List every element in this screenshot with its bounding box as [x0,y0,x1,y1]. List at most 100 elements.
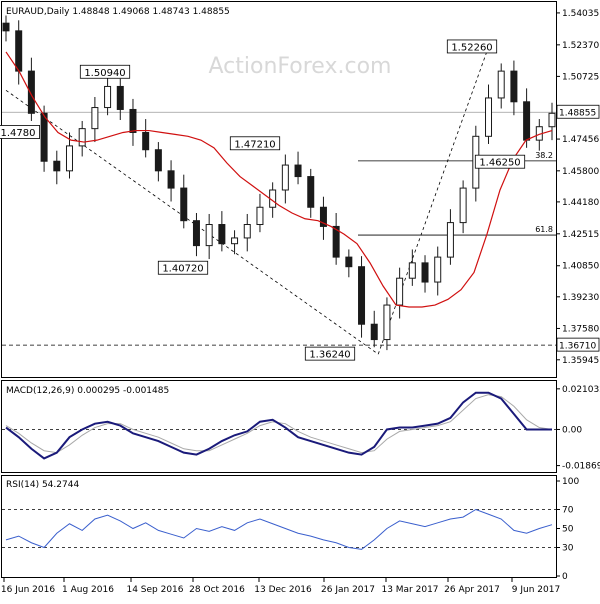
candle-body [218,224,226,245]
candle-body [243,224,251,239]
candle-body [459,187,467,224]
price-annotation: 1.50940 [84,68,125,79]
trendline-up [377,46,489,355]
price-y-tick-label: 1.42515 [562,230,599,240]
price-annotation: 1.36240 [309,350,350,361]
price-chart-title: EURAUD,Daily 1.48848 1.49068 1.48743 1.4… [6,7,230,17]
x-axis-tick-label: 26 Jan 2017 [321,585,375,595]
price-annotation: 1.4780 [1,128,36,139]
candle-body [116,85,124,110]
candle-body [358,266,366,325]
price-panel-frame [1,1,557,378]
candle-body [383,304,391,341]
rsi-y-tick-label: 100 [562,477,579,487]
candle-body [15,30,23,72]
x-axis-tick-label: 14 Sep 2016 [126,585,183,595]
candle-body [345,256,353,268]
rsi-y-tick-label: 50 [562,525,574,535]
candle-body [2,22,10,32]
candle-body [548,112,556,128]
candle-body [91,107,99,130]
price-annotation-box [474,154,526,169]
macd-y-tick-label: -0.018699 [562,462,600,472]
price-annotation-box [0,125,41,139]
candle-body [446,222,454,258]
moving-average-line [5,51,553,308]
x-axis-tick-label: 9 Jun 2017 [512,585,560,595]
candle-body [294,164,302,178]
price-annotation: 1.47210 [234,139,275,150]
price-annotation-box [229,136,281,151]
price-y-tick-label: 1.39230 [562,293,599,303]
candle-body [510,70,518,103]
candle-body [104,85,112,109]
trendline-down [5,89,379,355]
candle-body [319,206,327,227]
candle-body [307,176,315,208]
macd-y-tick-label: 0.00 [562,425,582,435]
candle-body [523,101,531,141]
price-annotation: 1.52260 [451,42,492,53]
rsi-panel-frame [1,475,557,578]
price-annotation: 1.46250 [479,158,520,169]
candle-body [396,277,404,306]
rsi-line [5,508,553,550]
price-y-tick-label: 1.37580 [562,324,599,334]
rsi-y-tick-label: 30 [562,544,574,554]
x-axis-tick-label: 13 Mar 2017 [381,585,438,595]
candle-body [332,225,340,258]
price-y-tick-label: 1.54035 [562,9,599,19]
candle-body [142,131,150,151]
price-annotation-box [446,39,498,54]
support-price-label: 1.36710 [559,342,596,352]
support-price-label-box [556,337,600,352]
candle-body [421,262,429,283]
candle-body [205,224,213,247]
price-annotation-box [157,260,209,275]
rsi-y-tick-label: 0 [562,572,568,582]
price-y-tick-label: 1.40850 [562,262,599,272]
x-axis-tick-label: 28 Oct 2016 [189,585,245,595]
price-y-tick-label: 1.44180 [562,198,599,208]
candle-body [65,145,73,172]
last-price-label: 1.48855 [559,109,596,119]
candle-body [192,220,200,247]
candle-body [231,237,239,245]
fib-level-label: 38.2 [535,151,553,160]
candle-body [485,97,493,137]
x-axis-tick-label: 13 Dec 2016 [254,585,312,595]
price-y-tick-label: 1.45800 [562,167,599,177]
candle-body [434,256,442,283]
fib-level-label: 61.8 [535,225,553,234]
price-y-tick-label: 1.35945 [562,356,599,366]
candle-body [370,323,378,341]
candle-body [129,108,137,133]
candle-body [281,164,289,191]
candle-body [256,206,264,226]
candle-body [408,262,416,279]
candle-body [154,149,162,172]
x-axis-tick-label: 1 Aug 2016 [62,585,114,595]
candle-body [27,70,35,114]
macd-y-tick-label: 0.021032 [562,385,600,395]
x-axis-tick-label: 26 Apr 2017 [444,585,500,595]
rsi-chart-title: RSI(14) 54.2744 [6,480,79,490]
price-annotation: 1.40720 [162,264,203,275]
watermark: ActionForex.com [209,54,392,79]
price-annotation-box [304,346,356,361]
price-y-tick-label: 1.52370 [562,41,599,51]
price-y-tick-label: 1.50725 [562,72,599,82]
candle-body [167,170,175,189]
macd-panel-frame [1,380,557,473]
candle-body [78,128,86,147]
macd-chart-title: MACD(12,26,9) 0.000295 -0.001485 [6,386,169,396]
candle-body [53,160,61,172]
price-annotation-box [79,64,131,79]
macd-line [5,391,552,460]
candle-body [180,187,188,222]
x-axis-tick-label: 16 Jun 2016 [1,585,55,595]
rsi-y-tick-label: 70 [562,506,574,516]
candle-body [40,112,48,162]
